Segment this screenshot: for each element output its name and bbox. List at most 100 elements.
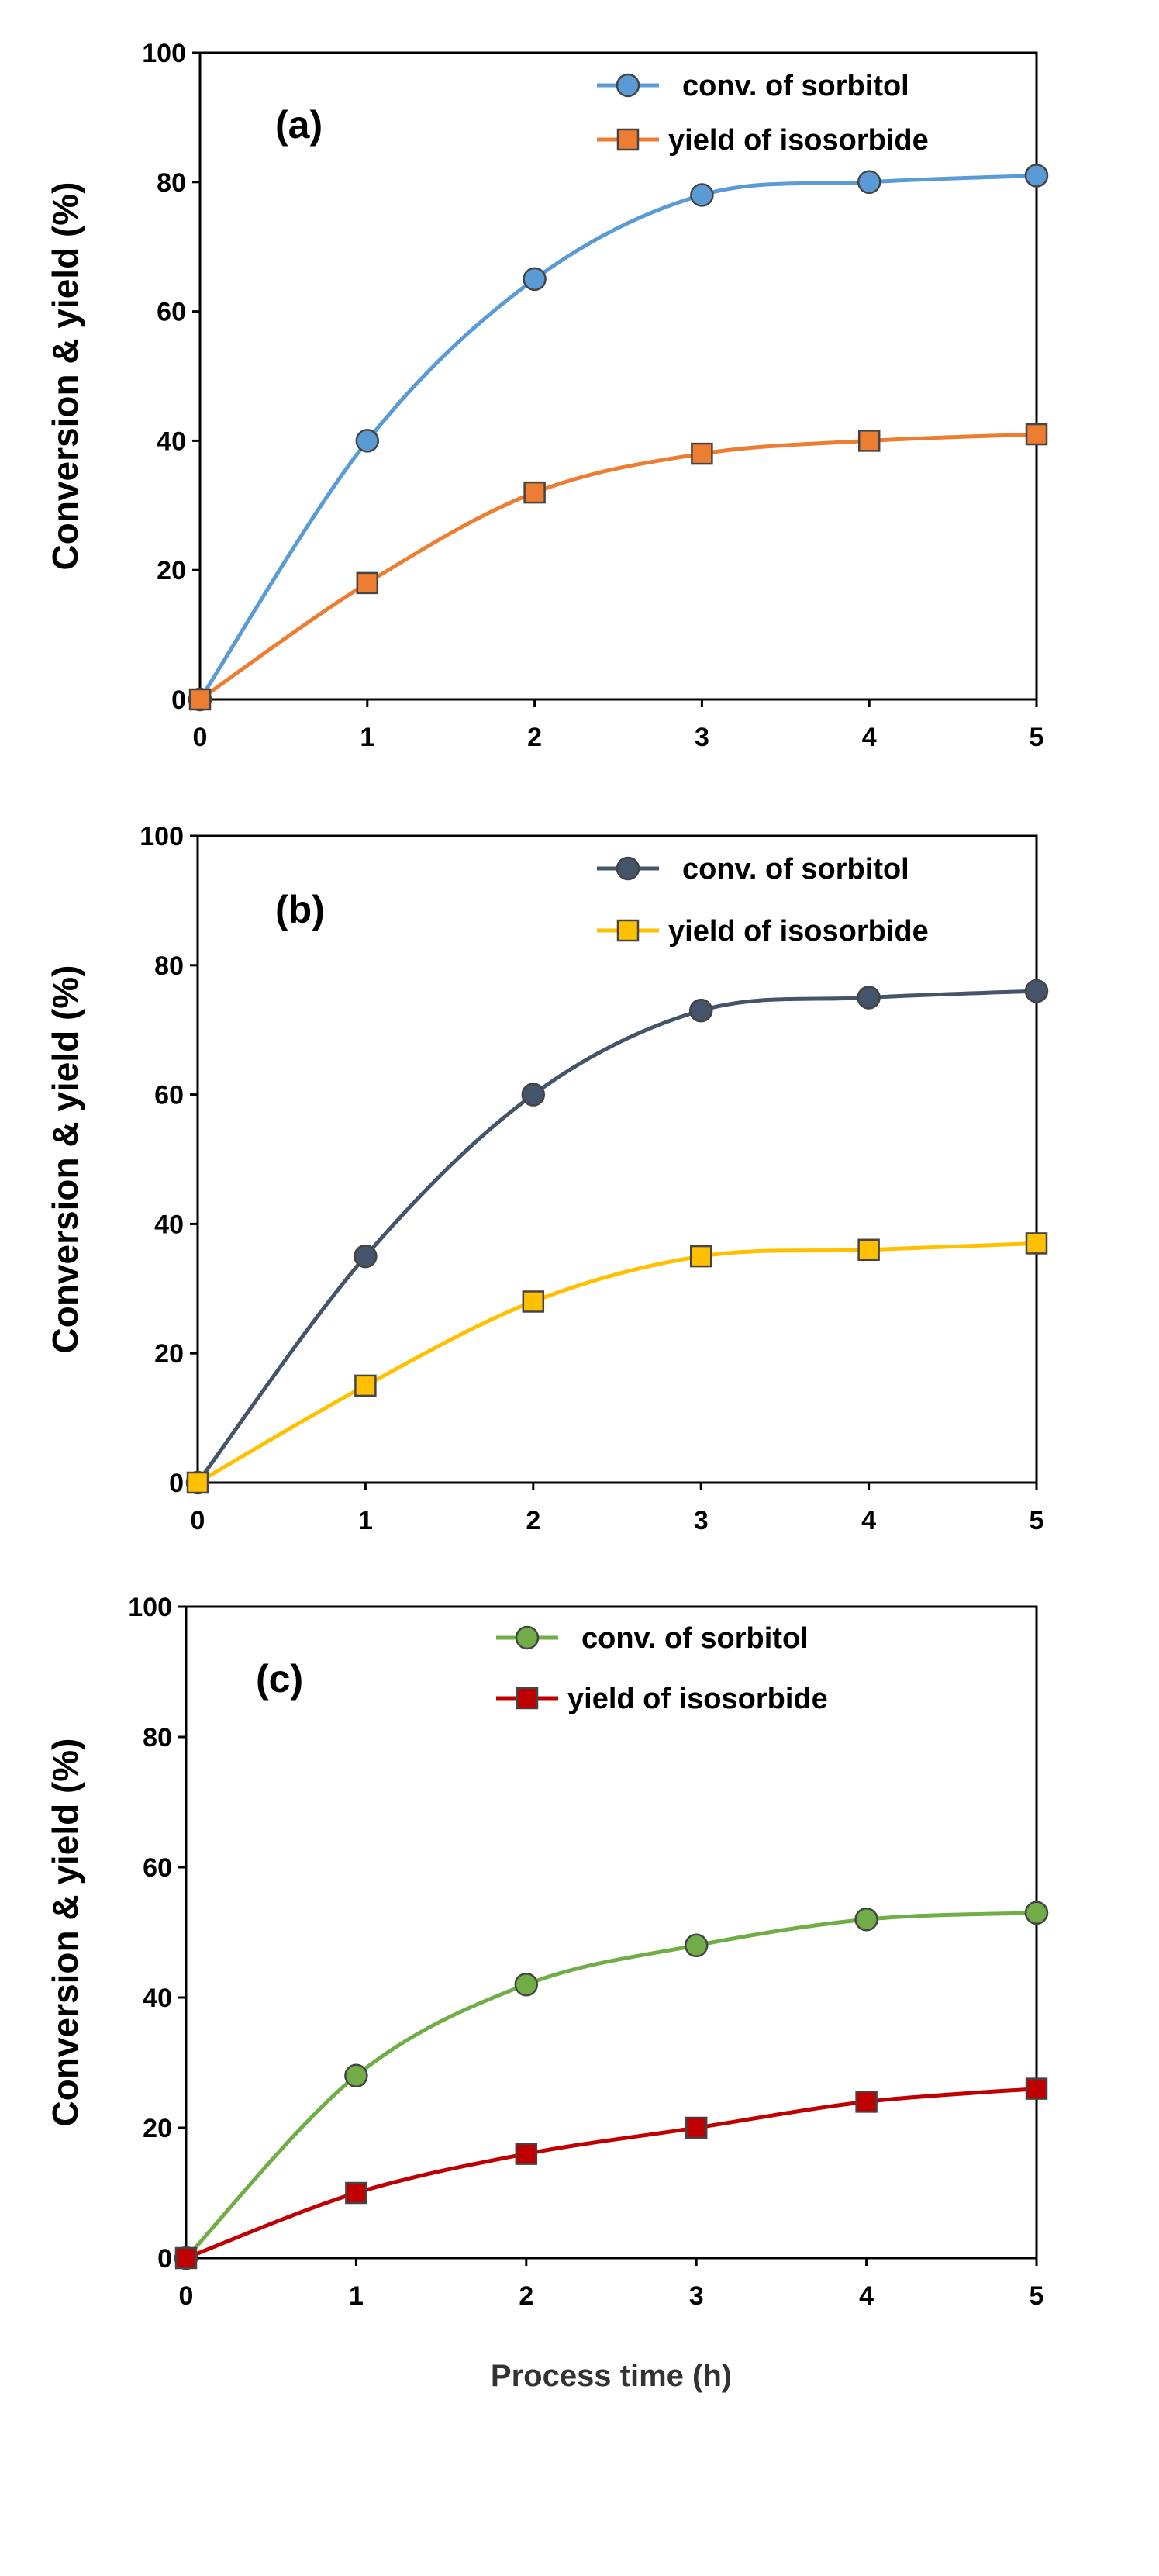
x-tick-label: 3 [694, 1506, 709, 1535]
series-line [196, 1241, 1037, 1485]
data-point [523, 481, 546, 504]
y-tick-label: 40 [154, 1210, 184, 1239]
legend-marker [515, 1625, 540, 1650]
legend-label: yield of isosorbide [668, 124, 929, 157]
data-point [515, 2143, 538, 2165]
data-point [855, 2091, 878, 2113]
panel-label: (a) [275, 103, 323, 147]
data-point [188, 688, 212, 711]
data-point [688, 998, 713, 1023]
x-tick-label: 1 [349, 2281, 364, 2311]
plot-frame [196, 834, 1038, 1484]
legend-entry-1: conv. of sorbitol [597, 70, 909, 102]
chart-panel-1: 0 20 40 60 80 100 0 1 2 3 4 5 Conversion & yield (%)… [45, 39, 1049, 752]
data-point [354, 1244, 378, 1269]
chart-panel-3: 0 20 40 60 80 100 0 1 2 3 4 5 Conversion & yield (%)… [45, 1593, 1049, 2393]
data-point [522, 1290, 545, 1313]
y-tick-label: 60 [143, 1853, 172, 1883]
x-axis-label: Process time (h) [491, 2359, 732, 2393]
y-axis-label: Conversion & yield (%) [45, 965, 85, 1354]
y-tick-label: 0 [171, 685, 186, 715]
y-tick-label: 100 [142, 39, 186, 68]
data-point [1025, 423, 1048, 446]
data-point [174, 2246, 198, 2270]
legend-marker [616, 128, 640, 151]
x-tick-label: 0 [191, 1506, 205, 1535]
series-1 [185, 979, 1049, 1495]
data-point [356, 571, 379, 595]
data-point [1024, 1901, 1049, 1925]
legend-label: conv. of sorbitol [682, 853, 909, 886]
x-tick-label: 4 [859, 2281, 874, 2311]
y-tick-label: 20 [143, 2114, 172, 2143]
data-point [857, 170, 881, 195]
y-tick-label: 80 [157, 168, 186, 198]
legend-marker [516, 1687, 539, 1710]
x-tick-label: 3 [689, 2281, 704, 2311]
chart-panel-2: 0 20 40 60 80 100 0 1 2 3 4 5 Conversion & yield (%)… [45, 822, 1049, 1535]
x-tick-label: 2 [519, 2281, 533, 2311]
x-tick-label: 2 [527, 723, 542, 752]
data-point [344, 2063, 368, 2088]
y-tick-label: 60 [154, 1081, 184, 1110]
x-tick-label: 3 [695, 723, 709, 752]
data-point [690, 183, 714, 207]
x-tick-label: 5 [1030, 2281, 1044, 2311]
y-tick-label: 20 [154, 1339, 184, 1369]
data-point [684, 1933, 709, 1958]
data-point [857, 430, 881, 452]
x-tick-label: 0 [193, 723, 208, 752]
y-tick-label: 40 [157, 426, 186, 456]
legend-label: yield of isosorbide [567, 1683, 828, 1715]
series-2 [188, 423, 1048, 711]
x-tick-label: 5 [1030, 723, 1044, 752]
y-tick-label: 40 [143, 1984, 172, 2013]
series-line [185, 2087, 1037, 2260]
legend-entry-2: yield of isosorbide [597, 124, 929, 157]
data-point [1024, 164, 1049, 188]
plot-frame [198, 51, 1038, 701]
data-point [514, 1972, 539, 1997]
y-tick-label: 0 [157, 2244, 172, 2274]
y-tick-label: 80 [154, 951, 184, 981]
series-1 [174, 1901, 1049, 2270]
y-axis-label: Conversion & yield (%) [45, 1739, 85, 2127]
data-point [857, 1238, 880, 1262]
legend-label: conv. of sorbitol [581, 1622, 809, 1655]
legend-entry-1: conv. of sorbitol [597, 853, 909, 886]
y-tick-label: 80 [143, 1723, 172, 1752]
legend-entry-2: yield of isosorbide [496, 1683, 828, 1715]
data-point [354, 1374, 377, 1397]
data-point [345, 2181, 367, 2205]
y-tick-label: 0 [169, 1469, 184, 1498]
series-2 [174, 2077, 1048, 2270]
series-line [198, 432, 1037, 702]
data-point [857, 986, 881, 1010]
data-point [186, 1471, 209, 1494]
plot-frame [185, 1605, 1038, 2260]
legend-marker [616, 73, 640, 98]
x-tick-label: 5 [1030, 1506, 1044, 1535]
data-point [355, 429, 380, 453]
x-tick-label: 2 [526, 1506, 540, 1535]
y-tick-label: 100 [140, 822, 184, 851]
x-tick-label: 0 [179, 2281, 194, 2311]
legend-label: yield of isosorbide [668, 915, 929, 948]
x-tick-label: 1 [358, 1506, 373, 1535]
legend-label: conv. of sorbitol [682, 70, 909, 102]
panel-label: (b) [275, 888, 325, 931]
y-tick-label: 20 [157, 556, 186, 585]
data-point [1025, 1232, 1048, 1255]
data-point [523, 267, 547, 292]
legend-entry-1: conv. of sorbitol [496, 1622, 809, 1655]
legend-marker [616, 856, 640, 881]
x-tick-label: 1 [360, 723, 374, 752]
series-2 [186, 1232, 1048, 1494]
panel-label: (c) [256, 1657, 303, 1701]
y-tick-label: 60 [157, 298, 186, 327]
series-1 [188, 164, 1049, 712]
x-tick-label: 4 [862, 723, 877, 752]
x-tick-label: 4 [861, 1506, 876, 1535]
data-point [691, 442, 713, 465]
